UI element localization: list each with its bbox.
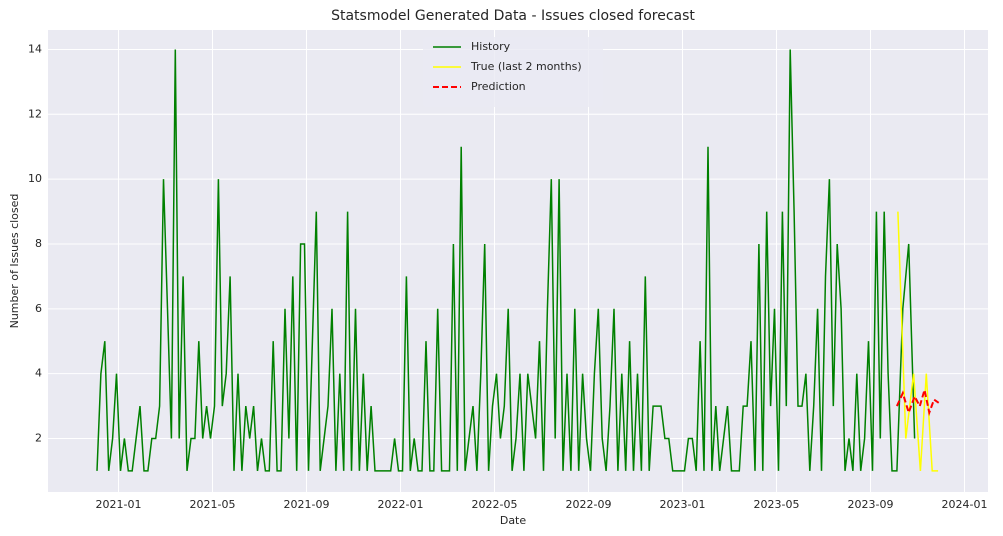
grid bbox=[48, 30, 988, 492]
legend-frame bbox=[423, 37, 603, 107]
y-tick-label: 4 bbox=[35, 367, 42, 380]
y-axis-label: Number of Issues closed bbox=[8, 194, 21, 329]
x-tick-label: 2022-01 bbox=[378, 498, 424, 511]
x-tick-label: 2023-05 bbox=[754, 498, 800, 511]
chart-title: Statsmodel Generated Data - Issues close… bbox=[331, 8, 695, 24]
x-tick-label: 2024-01 bbox=[942, 498, 988, 511]
x-tick-label: 2022-05 bbox=[472, 498, 518, 511]
legend-label: True (last 2 months) bbox=[470, 60, 582, 73]
y-tick-label: 12 bbox=[28, 107, 42, 120]
x-tick-label: 2021-05 bbox=[190, 498, 236, 511]
legend: History True (last 2 months) Prediction bbox=[423, 37, 603, 107]
series-line bbox=[96, 49, 916, 472]
lines bbox=[96, 49, 940, 472]
y-tick-label: 14 bbox=[28, 42, 42, 55]
x-tick-label: 2021-09 bbox=[284, 498, 330, 511]
legend-label: Prediction bbox=[471, 80, 526, 93]
x-tick-label: 2021-01 bbox=[96, 498, 142, 511]
x-tick-label: 2023-01 bbox=[660, 498, 706, 511]
y-tick-label: 6 bbox=[35, 302, 42, 315]
series-line bbox=[895, 389, 940, 417]
x-tick-label: 2022-09 bbox=[566, 498, 612, 511]
x-tick-label: 2023-09 bbox=[848, 498, 894, 511]
y-tick-label: 10 bbox=[28, 172, 42, 185]
y-tick-label: 8 bbox=[35, 237, 42, 250]
series-line bbox=[897, 211, 939, 472]
legend-label: History bbox=[471, 40, 511, 53]
y-tick-label: 2 bbox=[35, 432, 42, 445]
x-axis-label: Date bbox=[500, 514, 527, 527]
